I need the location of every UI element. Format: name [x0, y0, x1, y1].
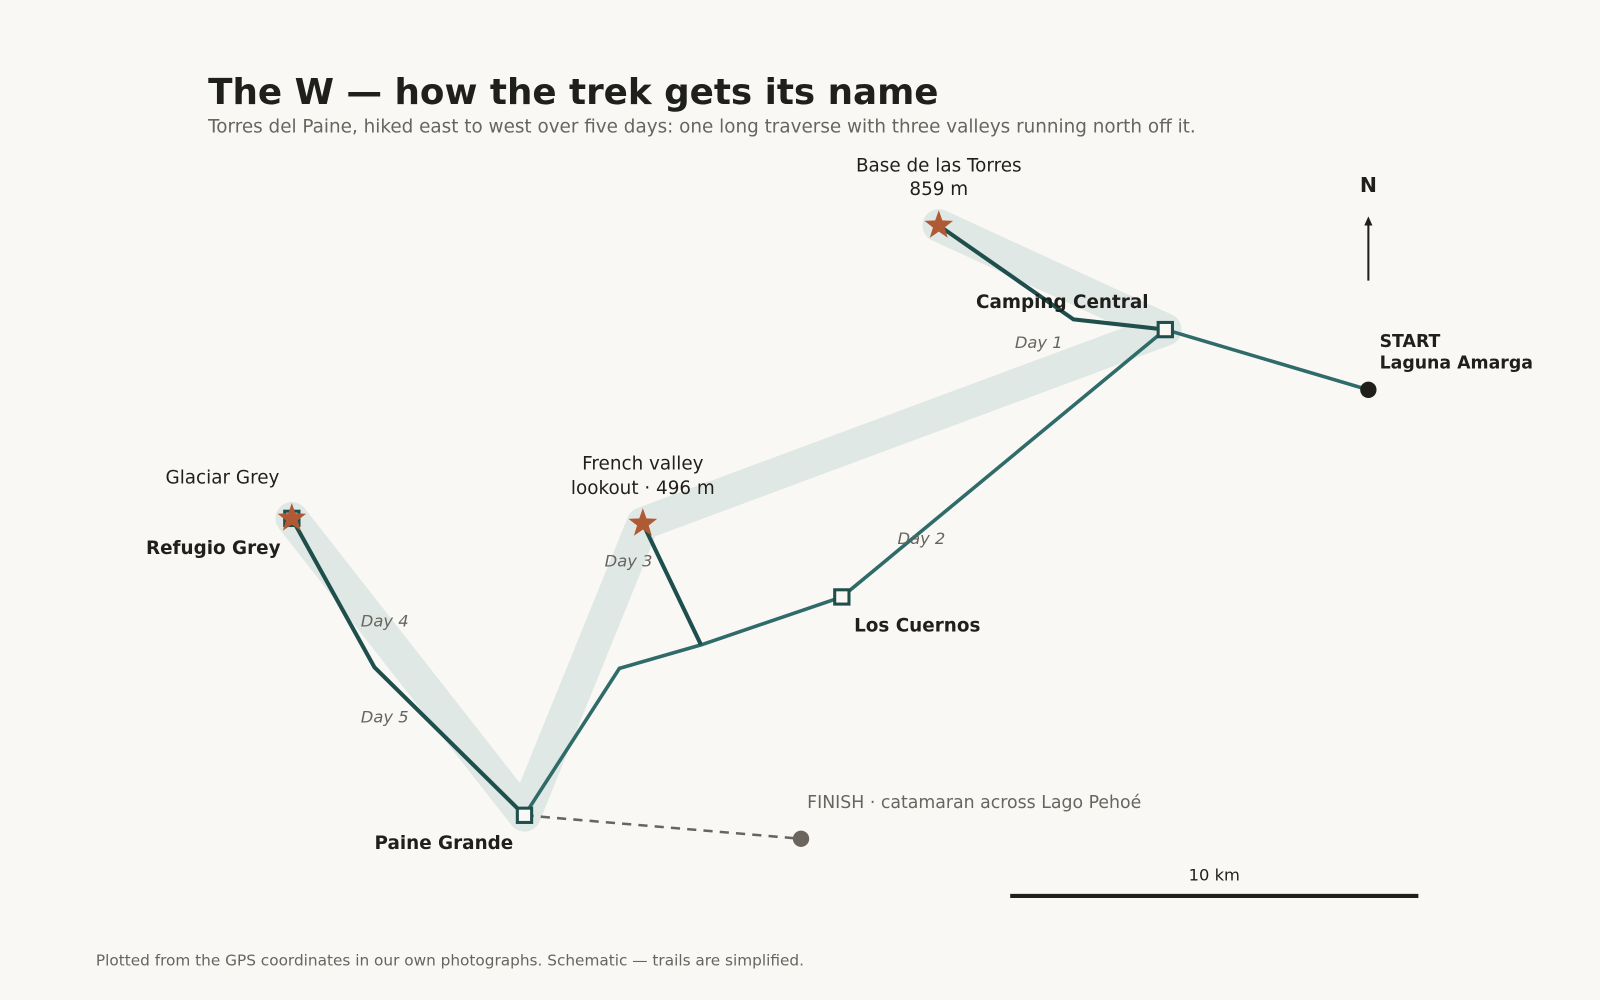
day-label: Day 2: [898, 529, 946, 548]
viewpoint-star: [924, 210, 954, 238]
place-label: 859 m: [909, 179, 968, 200]
compass-arrowhead: [1364, 216, 1373, 226]
finish-marker: [792, 830, 810, 847]
camp-marker: [515, 806, 534, 824]
ferry-route: [524, 814, 802, 841]
main-trail: [522, 327, 1369, 817]
day-label: Day 3: [605, 551, 653, 570]
place-label: Paine Grande: [375, 833, 514, 854]
place-label: Glaciar Grey: [165, 468, 279, 489]
place-label: lookout · 496 m: [571, 478, 715, 499]
scale-label: 10 km: [1189, 866, 1240, 885]
place-label: Base de las Torres: [856, 155, 1022, 176]
start-marker: [1360, 381, 1377, 398]
compass-label: N: [1360, 173, 1377, 197]
day-label: Day 4: [361, 612, 409, 631]
side-trail: [937, 223, 1166, 332]
place-label: Camping Central: [976, 292, 1149, 313]
footer: Plotted from the GPS coordinates in our …: [96, 951, 804, 969]
viewpoint-star: [628, 508, 658, 536]
place-label: START: [1380, 332, 1441, 352]
subtitle: Torres del Paine, hiked east to west ove…: [207, 117, 1196, 138]
day-label: Day 1: [1015, 333, 1063, 352]
place-label: Refugio Grey: [146, 538, 281, 559]
side-trail: [641, 522, 703, 646]
camp-marker: [833, 588, 851, 606]
place-label: Laguna Amarga: [1380, 353, 1533, 373]
day-label: Day 5: [361, 707, 409, 726]
camp-marker: [1156, 320, 1174, 339]
place-label: FINISH · catamaran across Lago Pehoé: [807, 793, 1141, 813]
side-trail: [290, 517, 526, 817]
place-label: Los Cuernos: [854, 616, 980, 637]
viewpoint-star: [277, 503, 307, 531]
place-label: French valley: [582, 453, 703, 474]
title: The W — how the trek gets its name: [208, 72, 938, 113]
